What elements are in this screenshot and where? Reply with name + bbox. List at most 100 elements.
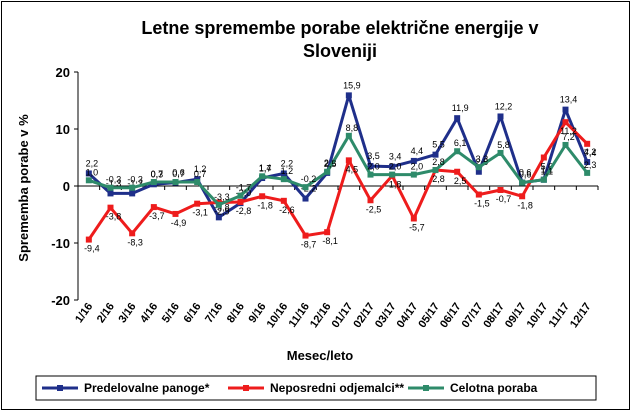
- data-point: [172, 210, 179, 217]
- data-label: -8,7: [301, 240, 317, 250]
- data-point: [129, 190, 136, 197]
- data-point: [584, 169, 591, 176]
- data-point: [540, 154, 547, 161]
- data-label: -5,7: [409, 222, 425, 232]
- data-point: [497, 113, 504, 120]
- legend-swatch-marker: [243, 385, 249, 391]
- legend-label: Predelovalne panoge*: [84, 381, 210, 395]
- data-label: -3,3: [214, 192, 230, 202]
- data-point: [389, 163, 396, 170]
- x-tick-label: 07/17: [460, 301, 486, 330]
- data-label: 5,0: [541, 162, 554, 172]
- data-label: 4,4: [411, 146, 424, 156]
- data-point: [107, 184, 114, 191]
- data-point: [410, 157, 417, 164]
- data-label: 7,2: [562, 132, 575, 142]
- data-label: 8,8: [346, 123, 359, 133]
- data-label: -1,7: [236, 183, 252, 193]
- data-label: 2,8: [432, 157, 445, 167]
- x-tick-label: 5/16: [160, 301, 182, 325]
- series-line-3: [88, 134, 589, 207]
- y-tick-label: 20: [56, 65, 70, 80]
- series-line-2: [87, 120, 589, 241]
- data-point: [259, 173, 266, 180]
- x-tick-label: 04/17: [395, 301, 421, 330]
- y-tick-label: -10: [51, 236, 70, 251]
- x-tick-label: 7/16: [203, 301, 225, 325]
- x-tick-label: 6/16: [182, 301, 204, 325]
- data-label: 0,7: [194, 169, 207, 179]
- data-point: [150, 204, 157, 211]
- data-label: -3,8: [106, 212, 122, 222]
- data-label: 2,5: [476, 157, 489, 167]
- x-tick-label: 11/17: [547, 301, 572, 330]
- data-label: 1,2: [194, 164, 207, 174]
- data-label: 2,5: [454, 176, 467, 186]
- data-label: -1,8: [517, 200, 533, 210]
- x-tick-label: 11/16: [287, 301, 312, 330]
- data-label: 2,2: [86, 158, 99, 168]
- data-point: [432, 167, 439, 174]
- data-label: 12,2: [495, 101, 513, 111]
- data-label: -4,9: [171, 218, 187, 228]
- data-point: [540, 176, 547, 183]
- data-label: 11,2: [560, 126, 577, 136]
- x-tick-label: 12/17: [568, 301, 594, 330]
- data-point: [259, 193, 266, 200]
- data-label: 2,2: [281, 158, 294, 168]
- data-label: -2,5: [366, 204, 382, 214]
- data-point: [562, 141, 569, 148]
- data-point: [107, 204, 114, 211]
- data-label: 13,4: [560, 95, 578, 105]
- data-label: 2,8: [432, 174, 445, 184]
- data-point: [475, 191, 482, 198]
- data-point: [85, 170, 92, 177]
- data-point: [85, 236, 92, 243]
- data-point: [237, 192, 244, 199]
- data-label: -0,2: [301, 174, 317, 184]
- x-tick-label: 1/16: [73, 301, 95, 325]
- data-label: 1,7: [259, 163, 272, 173]
- data-label: -2,9: [214, 207, 230, 217]
- data-label: -2,8: [236, 206, 252, 216]
- x-axis-label: Mesec/leto: [287, 348, 354, 363]
- data-point: [107, 190, 114, 197]
- x-tick-label: 01/17: [330, 301, 356, 330]
- data-point: [194, 179, 201, 186]
- x-tick-label: 02/17: [351, 301, 377, 330]
- data-point: [215, 201, 222, 208]
- data-point: [150, 179, 157, 186]
- data-label: -1,3: [106, 178, 122, 188]
- data-point: [410, 215, 417, 222]
- data-label: 1,4: [259, 163, 272, 173]
- data-label: -3,1: [192, 208, 208, 218]
- data-point: [345, 132, 352, 139]
- data-point: [194, 200, 201, 207]
- data-label: 3,4: [389, 152, 402, 162]
- data-label: 0,7: [172, 169, 185, 179]
- y-tick-label: 10: [56, 122, 70, 137]
- data-label: 5,5: [432, 140, 445, 150]
- data-label: 2,3: [584, 160, 597, 170]
- data-point: [475, 164, 482, 171]
- data-label: 1,8: [389, 180, 402, 190]
- data-point: [85, 177, 92, 184]
- data-point: [280, 170, 287, 177]
- data-point: [497, 186, 504, 193]
- data-point: [389, 171, 396, 178]
- data-label: 3,5: [367, 151, 380, 161]
- data-point: [215, 214, 222, 221]
- data-point: [454, 115, 461, 122]
- data-point: [562, 106, 569, 113]
- legend-swatch-marker: [423, 385, 429, 391]
- data-point: [454, 168, 461, 175]
- legend-label: Celotna poraba: [450, 381, 538, 395]
- data-point: [345, 92, 352, 99]
- data-label: 11,9: [452, 103, 469, 113]
- x-tick-label: 4/16: [138, 301, 160, 325]
- data-point: [367, 171, 374, 178]
- x-tick-label: 05/17: [416, 301, 442, 330]
- data-label: 2,0: [389, 162, 402, 172]
- data-label: -9,4: [84, 244, 100, 254]
